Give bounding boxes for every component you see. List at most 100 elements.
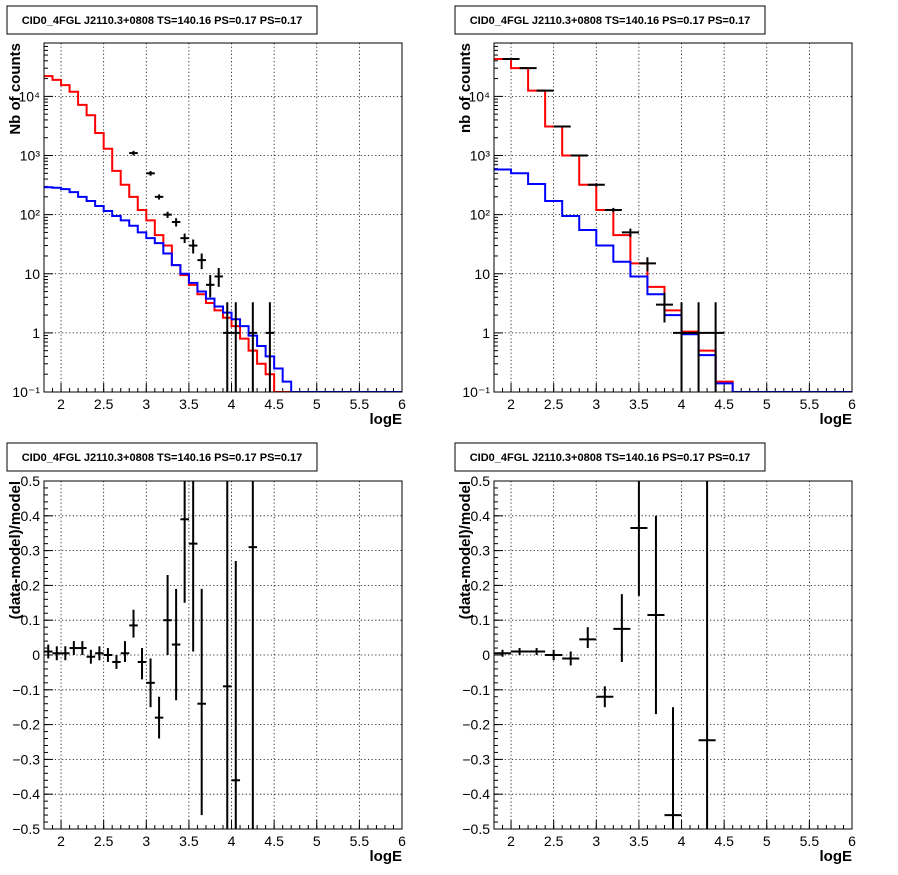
x-tick-label: 5.5	[800, 833, 820, 849]
y-axis-label: (data-model)/model	[457, 481, 474, 619]
y-tick-label: 0.4	[21, 508, 41, 524]
plot-frame	[493, 42, 853, 393]
y-tick-label: 10⁴	[468, 88, 490, 104]
plot-area	[494, 481, 716, 829]
title-box	[454, 5, 766, 35]
panel-4: 2 2.5 3 3.5 4 4.5 5 5.5 6 −0.5 −0.4 −0.3 −0.2 −0.1 0 0.…	[454, 442, 856, 865]
x-axis-label: logE	[820, 411, 853, 428]
y-tick-label: 0.2	[21, 577, 41, 593]
chart-title: CID0_4FGL J2110.3+0808 TS=140.16 PS=0.17…	[22, 15, 303, 27]
y-tick-label: 10	[474, 266, 490, 282]
x-axis-label: logE	[370, 411, 403, 428]
y-tick-label: −0.3	[462, 751, 490, 767]
y-axis-label: Nb of counts	[7, 43, 24, 135]
plot-frame	[493, 480, 853, 830]
chart-title: CID0_4FGL J2110.3+0808 TS=140.16 PS=0.17…	[470, 452, 751, 464]
model-source-histogram	[44, 186, 402, 392]
x-tick-label: 5	[763, 833, 771, 849]
y-tick-label: 0.4	[471, 508, 491, 524]
x-axis-label: logE	[820, 848, 853, 865]
y-tick-label: −0.5	[462, 821, 490, 837]
x-tick-label: 2	[57, 833, 65, 849]
chart-title: CID0_4FGL J2110.3+0808 TS=140.16 PS=0.17…	[470, 15, 751, 27]
y-tick-label: 0.3	[21, 543, 41, 559]
y-tick-label: 10²	[20, 207, 41, 223]
x-tick-label: 3.5	[179, 833, 199, 849]
panel-3: 2 2.5 3 3.5 4 4.5 5 5.5 6 −0.5 −0.4 −0.3 −0.2 −0.1 0 0.…	[6, 442, 406, 865]
y-tick-label: 1	[32, 325, 40, 341]
y-tick-label: 1	[482, 325, 490, 341]
x-tick-label: 6	[848, 396, 856, 412]
x-tick-label: 2.5	[544, 396, 564, 412]
x-tick-label: 4.5	[714, 396, 734, 412]
x-tick-label: 4	[228, 396, 236, 412]
title-box	[454, 442, 766, 472]
x-tick-label: 3.5	[629, 396, 649, 412]
x-tick-label: 3.5	[179, 396, 199, 412]
y-tick-label: 0	[482, 647, 490, 663]
x-tick-label: 5	[763, 396, 771, 412]
y-tick-label: 10⁻¹	[462, 384, 490, 400]
y-tick-label: 10²	[470, 207, 491, 223]
x-tick-label: 6	[398, 396, 406, 412]
model-total-histogram	[494, 57, 852, 392]
model-source-histogram	[494, 168, 852, 392]
y-tick-label: −0.2	[462, 717, 490, 733]
model-total-histogram	[44, 75, 402, 392]
y-tick-label: 10⁴	[18, 88, 40, 104]
y-tick-label: 0.5	[471, 473, 491, 489]
title-box	[6, 442, 318, 472]
y-tick-label: −0.4	[462, 786, 490, 802]
x-axis-label: logE	[370, 848, 403, 865]
x-tick-label: 4	[678, 396, 686, 412]
chart-title: CID0_4FGL J2110.3+0808 TS=140.16 PS=0.17…	[22, 452, 303, 464]
panel-1: 2 2.5 3 3.5 4 4.5 5 5.5 6 10⁻¹ 1 10 10² 10³ 10⁴ logE Nb …	[6, 5, 406, 428]
y-tick-label: 0.1	[471, 612, 491, 628]
plot-area	[44, 481, 258, 829]
x-tick-label: 3	[142, 833, 150, 849]
x-tick-label: 4	[678, 833, 686, 849]
x-tick-label: 2.5	[94, 833, 114, 849]
plot-area	[494, 57, 852, 392]
y-tick-label: −0.5	[12, 821, 40, 837]
y-tick-label: −0.1	[462, 682, 490, 698]
y-tick-label: 0.3	[471, 543, 491, 559]
x-tick-label: 4.5	[264, 396, 284, 412]
y-tick-label: −0.1	[12, 682, 40, 698]
x-tick-label: 3	[592, 396, 600, 412]
title-box	[6, 5, 318, 35]
y-tick-label: 0.2	[471, 577, 491, 593]
y-tick-label: −0.4	[12, 786, 40, 802]
panel-2: 2 2.5 3 3.5 4 4.5 5 5.5 6 10⁻¹ 1 10 10² 10³ 10⁴ logE nb …	[454, 5, 856, 428]
x-tick-label: 2	[507, 833, 515, 849]
x-tick-label: 3	[592, 833, 600, 849]
x-tick-label: 5	[313, 833, 321, 849]
y-tick-label: 10³	[20, 148, 41, 164]
x-tick-label: 6	[398, 833, 406, 849]
y-tick-label: −0.3	[12, 751, 40, 767]
y-axis-label: (data-model)/model	[7, 481, 24, 619]
x-tick-label: 2	[507, 396, 515, 412]
y-axis-label: nb of counts	[457, 43, 474, 133]
x-tick-label: 2.5	[94, 396, 114, 412]
x-tick-label: 6	[848, 833, 856, 849]
x-tick-label: 5.5	[350, 833, 370, 849]
x-tick-label: 3.5	[629, 833, 649, 849]
x-tick-label: 4	[228, 833, 236, 849]
plot-frame	[43, 480, 403, 830]
y-tick-label: 10	[24, 266, 40, 282]
x-tick-label: 2.5	[544, 833, 564, 849]
y-tick-label: 10³	[470, 148, 491, 164]
y-tick-label: 0.5	[21, 473, 41, 489]
x-tick-label: 5	[313, 396, 321, 412]
y-tick-label: 0	[32, 647, 40, 663]
x-tick-label: 5.5	[350, 396, 370, 412]
plot-frame	[43, 42, 403, 393]
plot-area	[44, 75, 402, 392]
x-tick-label: 5.5	[800, 396, 820, 412]
x-tick-label: 4.5	[264, 833, 284, 849]
x-tick-label: 4.5	[714, 833, 734, 849]
y-tick-label: 0.1	[21, 612, 41, 628]
